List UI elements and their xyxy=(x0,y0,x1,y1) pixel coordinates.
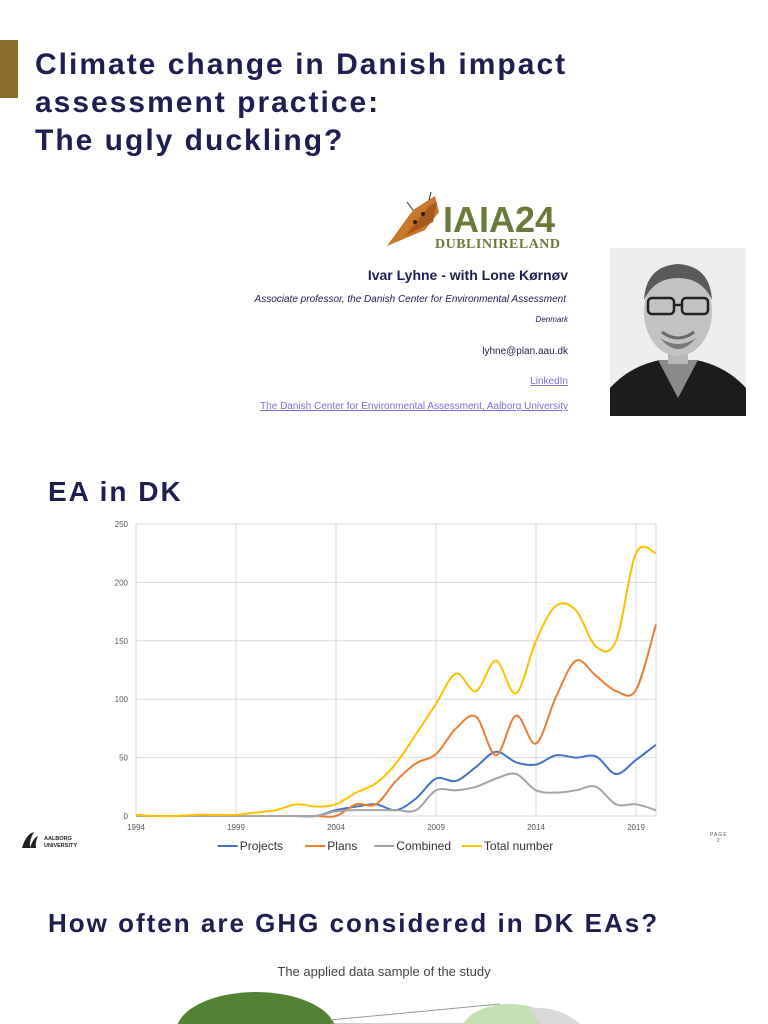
accent-bar xyxy=(0,40,18,98)
aau-line2: UNIVERSITY xyxy=(44,843,77,849)
logo-text: IAIA24 xyxy=(443,199,555,240)
x-tick-label: 1994 xyxy=(127,823,145,832)
page-label: PAGE xyxy=(710,832,728,838)
ea-line-chart: 0 50 100 150 200 250 1994 1999 2004 2009 2014 2019 P… xyxy=(115,520,657,853)
series-line-total-number xyxy=(135,545,657,818)
x-tick-label: 2004 xyxy=(327,823,345,832)
author-role: Associate professor, the Danish Center f… xyxy=(254,294,566,305)
legend-label: Combined xyxy=(396,839,451,853)
page-indicator: PAGE 2 xyxy=(710,832,728,844)
iaia24-logo: IAIA24 DUBLINIRELAND xyxy=(387,192,561,250)
x-tick-label: 2019 xyxy=(627,823,645,832)
plot-area xyxy=(135,523,657,817)
sample-chart-title: The applied data sample of the study xyxy=(277,964,491,979)
section-heading-ghg: How often are GHG considered in DK EAs? xyxy=(48,908,660,938)
author-photo xyxy=(610,248,746,416)
author-email: lyhne@plan.aau.dk xyxy=(482,346,568,357)
title-line: assessment practice: xyxy=(35,86,381,119)
y-tick-label: 150 xyxy=(115,637,129,646)
y-tick-label: 200 xyxy=(115,578,129,587)
y-tick-label: 50 xyxy=(119,754,128,763)
series-line-combined xyxy=(136,772,657,818)
x-tick-label: 1999 xyxy=(227,823,245,832)
section-heading-ea: EA in DK xyxy=(48,476,183,507)
y-tick-label: 250 xyxy=(115,520,129,529)
butterfly-icon xyxy=(387,192,439,246)
y-tick-label: 100 xyxy=(115,695,129,704)
page-title: Climate change in Danish impact assessme… xyxy=(35,46,567,160)
linkedin-link[interactable]: LinkedIn xyxy=(530,376,568,387)
x-tick-label: 2009 xyxy=(427,823,445,832)
legend-label: Projects xyxy=(240,839,283,853)
title-line: The ugly duckling? xyxy=(35,124,345,157)
legend-label: Total number xyxy=(484,839,553,853)
page-number: 2 xyxy=(716,838,721,844)
aau-line1: AALBORG xyxy=(44,836,72,842)
pie-large xyxy=(177,992,335,1024)
x-tick-label: 2014 xyxy=(527,823,545,832)
pie-small-b xyxy=(530,1007,580,1024)
logo-subtext: DUBLINIRELAND xyxy=(435,237,561,250)
dcea-link[interactable]: The Danish Center for Environmental Asse… xyxy=(260,401,568,412)
author-country: Denmark xyxy=(535,315,568,324)
title-line: Climate change in Danish impact xyxy=(35,48,568,81)
y-tick-label: 0 xyxy=(124,812,129,821)
author-name: Ivar Lyhne - with Lone Kørnøv xyxy=(367,267,568,283)
data-sample-pie-charts xyxy=(177,992,580,1024)
aau-logo: AALBORG UNIVERSITY xyxy=(22,832,77,849)
legend-label: Plans xyxy=(327,839,357,853)
